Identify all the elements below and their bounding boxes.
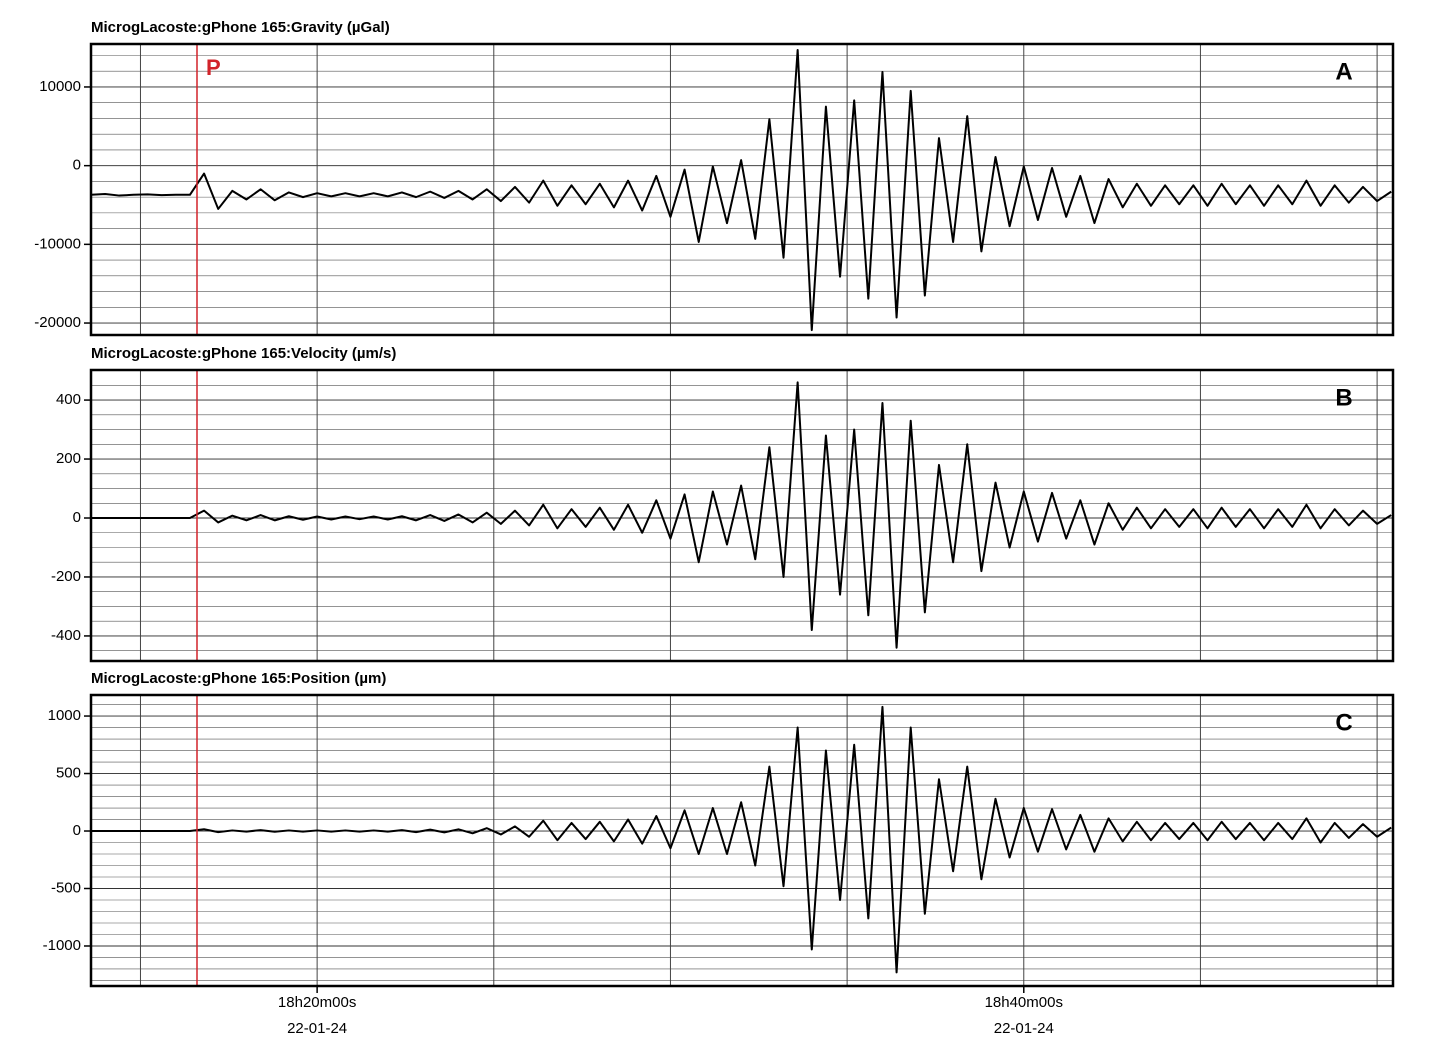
trace	[91, 705, 1392, 974]
y-tick-label: 0	[73, 509, 81, 526]
y-tick-label: -20000	[34, 314, 81, 331]
plot-frame	[89, 693, 1395, 988]
trace	[91, 381, 1392, 649]
y-tick-label: 0	[73, 157, 81, 174]
y-tick-label: -500	[51, 879, 81, 896]
y-tick-label: -200	[51, 568, 81, 585]
y-tick-label: 400	[56, 391, 81, 408]
trace	[91, 48, 1392, 332]
panel-letter: C	[1335, 709, 1352, 736]
p-label: P	[206, 55, 221, 80]
y-tick-label: -10000	[34, 235, 81, 252]
y-tick-label: -1000	[43, 937, 81, 954]
y-tick-label: 200	[56, 450, 81, 467]
panel-letter: B	[1335, 384, 1352, 411]
date-label: 22-01-24	[994, 1020, 1054, 1037]
panel-letter: A	[1335, 58, 1352, 85]
y-tick-label: -400	[51, 627, 81, 644]
y-tick-label: 10000	[39, 78, 81, 95]
panel-title: MicrogLacoste:gPhone 165:Gravity (µGal)	[91, 19, 390, 36]
y-tick-label: 1000	[48, 707, 81, 724]
x-tick-label: 18h20m00s	[278, 994, 356, 1011]
date-label: 22-01-24	[287, 1020, 347, 1037]
plot-frame	[89, 42, 1395, 337]
y-tick-label: 0	[73, 822, 81, 839]
panel-title: MicrogLacoste:gPhone 165:Velocity (µm/s)	[91, 345, 396, 362]
panel-title: MicrogLacoste:gPhone 165:Position (µm)	[91, 670, 386, 687]
y-tick-label: 500	[56, 764, 81, 781]
x-tick-label: 18h40m00s	[985, 994, 1063, 1011]
plot-frame	[89, 368, 1395, 663]
